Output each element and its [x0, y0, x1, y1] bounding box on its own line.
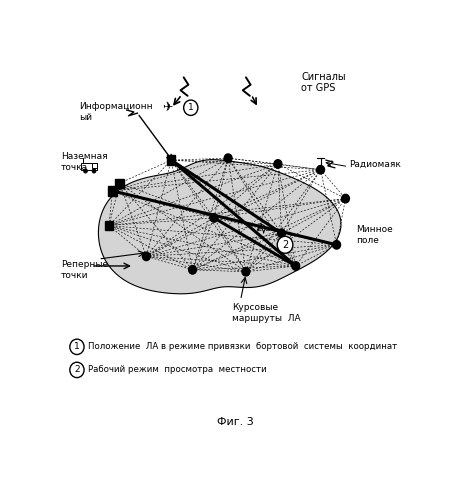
Bar — [92, 163, 97, 168]
Text: Рабочий режим  просмотра  местности: Рабочий режим просмотра местности — [88, 366, 266, 374]
Text: ✈: ✈ — [162, 102, 173, 114]
Text: ✈: ✈ — [253, 220, 264, 231]
Text: 1: 1 — [74, 342, 80, 351]
Text: Положение  ЛА в режиме привязки  бортовой  системы  координат: Положение ЛА в режиме привязки бортовой … — [88, 342, 397, 351]
Circle shape — [274, 160, 282, 168]
Circle shape — [277, 236, 293, 254]
Bar — [81, 163, 97, 170]
Text: 1: 1 — [188, 103, 194, 112]
Circle shape — [189, 266, 196, 274]
Text: 2: 2 — [282, 240, 288, 250]
Bar — [115, 178, 124, 188]
Circle shape — [224, 154, 232, 162]
Text: Наземная
точка: Наземная точка — [61, 152, 107, 172]
Circle shape — [142, 252, 150, 260]
Circle shape — [341, 194, 349, 203]
Text: 2: 2 — [74, 366, 80, 374]
Circle shape — [92, 169, 96, 173]
Circle shape — [70, 339, 84, 354]
Circle shape — [210, 214, 218, 222]
Circle shape — [70, 362, 84, 378]
Bar — [105, 221, 113, 230]
Text: Минное
поле: Минное поле — [356, 226, 393, 245]
Text: Информационн
ый: Информационн ый — [79, 102, 152, 122]
Circle shape — [278, 229, 285, 237]
Circle shape — [184, 100, 198, 116]
Circle shape — [317, 166, 325, 174]
Text: Фиг. 3: Фиг. 3 — [217, 417, 254, 427]
Text: Сигналы
от GPS: Сигналы от GPS — [301, 72, 346, 93]
Circle shape — [333, 240, 341, 249]
Circle shape — [84, 169, 88, 173]
Text: Курсовые
маршруты  ЛА: Курсовые маршруты ЛА — [232, 304, 300, 322]
Circle shape — [292, 262, 300, 270]
Bar — [108, 186, 117, 196]
Bar — [167, 156, 175, 164]
Text: Реперные
точки: Реперные точки — [61, 260, 108, 280]
Circle shape — [242, 268, 250, 276]
Text: Радиомаяк: Радиомаяк — [349, 160, 401, 168]
Polygon shape — [98, 160, 341, 294]
